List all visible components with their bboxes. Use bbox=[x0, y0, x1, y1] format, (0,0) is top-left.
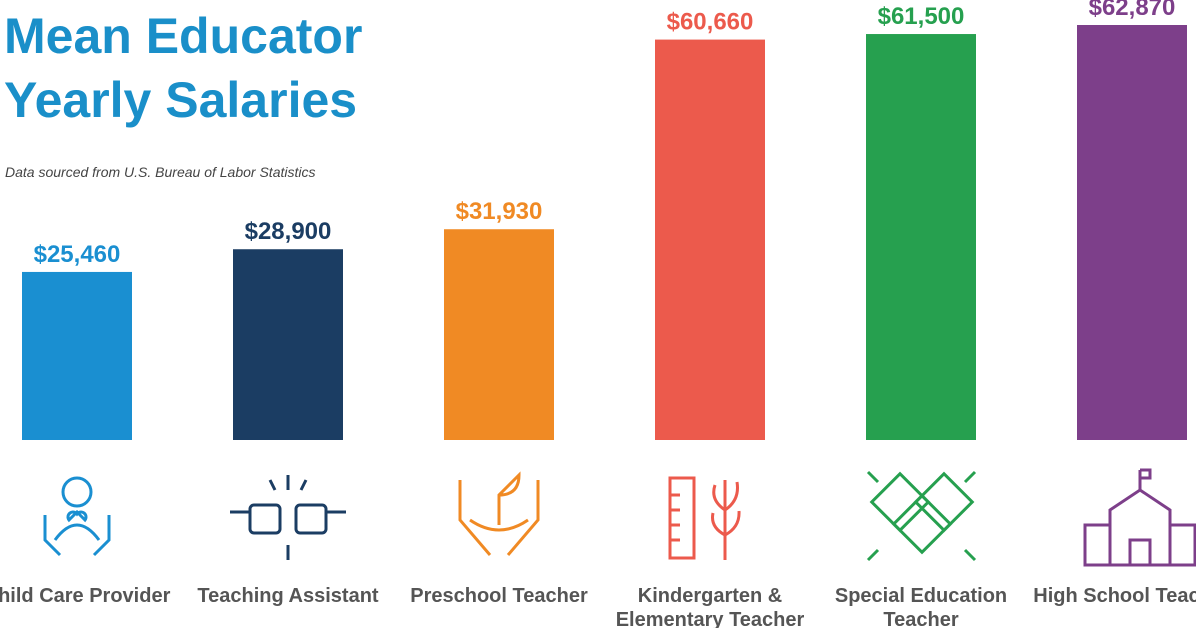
icon bbox=[866, 470, 977, 562]
icon bbox=[458, 471, 540, 556]
bar bbox=[1077, 25, 1187, 440]
icons bbox=[43, 468, 1196, 567]
value-label: $61,500 bbox=[878, 3, 965, 30]
category-label: Preschool Teacher bbox=[410, 585, 588, 607]
category-label: Child Care Provider bbox=[0, 585, 171, 607]
icon bbox=[668, 476, 741, 560]
value-label: $62,870 bbox=[1089, 0, 1176, 21]
chart-title: Mean Educator Yearly Salaries bbox=[4, 8, 363, 128]
icon bbox=[1083, 468, 1196, 567]
bar bbox=[444, 229, 554, 440]
category-label: Kindergarten & Elementary Teacher bbox=[615, 585, 805, 628]
value-label: $28,900 bbox=[245, 218, 332, 245]
bar bbox=[233, 249, 343, 440]
bar bbox=[866, 34, 976, 440]
category-label: Teaching Assistant bbox=[197, 585, 379, 607]
category-label: High School Teacher bbox=[1033, 585, 1196, 607]
icon bbox=[230, 475, 346, 560]
value-label: $25,460 bbox=[34, 241, 121, 268]
bar bbox=[22, 271, 132, 440]
category-label: Special Education Teacher bbox=[834, 585, 1008, 628]
chart-subtitle: Data sourced from U.S. Bureau of Labor S… bbox=[5, 164, 316, 180]
value-label: $60,660 bbox=[667, 9, 754, 36]
value-label: $31,930 bbox=[456, 198, 543, 225]
icon bbox=[43, 476, 111, 557]
bar bbox=[655, 39, 765, 440]
